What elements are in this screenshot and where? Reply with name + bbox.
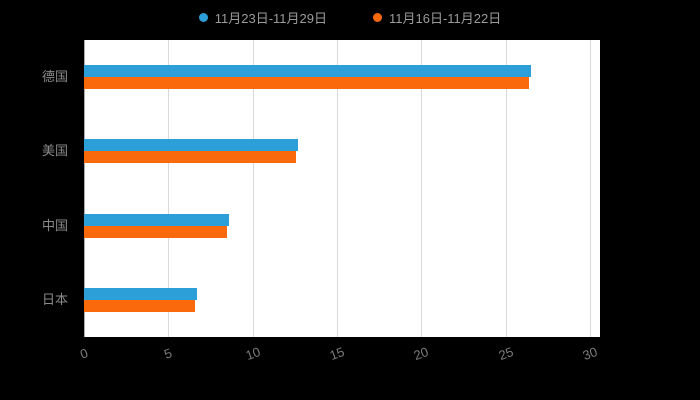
category-label: 日本 [41, 291, 68, 307]
x-tick-label: 0 [78, 345, 90, 362]
x-tick-label: 30 [580, 343, 600, 364]
legend-label-week2: 11月23日-11月29日 [214, 10, 327, 26]
legend-dot-week1-icon [373, 12, 382, 22]
plot-area [84, 40, 600, 337]
category-label: 美国 [41, 143, 68, 159]
x-tick-label: 20 [411, 343, 431, 364]
legend-item-week1[interactable]: 11月16日-11月22日 [373, 8, 501, 27]
chart-legend: 11月23日-11月29日 11月16日-11月22日 [0, 6, 700, 28]
bar-week1 [84, 77, 530, 90]
category-label: 中国 [41, 217, 68, 233]
legend-label-week1: 11月16日-11月22日 [389, 10, 502, 26]
gridline [168, 40, 170, 337]
bar-week2 [84, 213, 230, 226]
bar-week2 [84, 65, 531, 78]
bar-week2 [84, 287, 197, 300]
gridline [505, 40, 507, 337]
y-axis-labels: 德国 美国 中国 日本 [0, 40, 76, 337]
legend-dot-week2-icon [198, 12, 208, 22]
gridline [252, 40, 254, 337]
x-tick-label: 15 [327, 343, 347, 364]
bar-week1 [84, 151, 297, 164]
x-tick-label: 10 [243, 343, 262, 364]
gridline [336, 40, 338, 337]
category-label: 德国 [41, 69, 68, 85]
bar-week2 [84, 139, 299, 152]
x-tick-label: 25 [496, 343, 515, 364]
gridline [589, 40, 591, 337]
x-tick-label: 5 [162, 345, 175, 362]
gridline [84, 40, 85, 337]
x-axis-labels: 0 5 10 15 20 25 30 [78, 342, 600, 376]
gridline [421, 40, 423, 337]
bar-week1 [84, 299, 196, 312]
legend-item-week2[interactable]: 11月23日-11月29日 [198, 8, 327, 27]
bar-week1 [84, 225, 228, 238]
